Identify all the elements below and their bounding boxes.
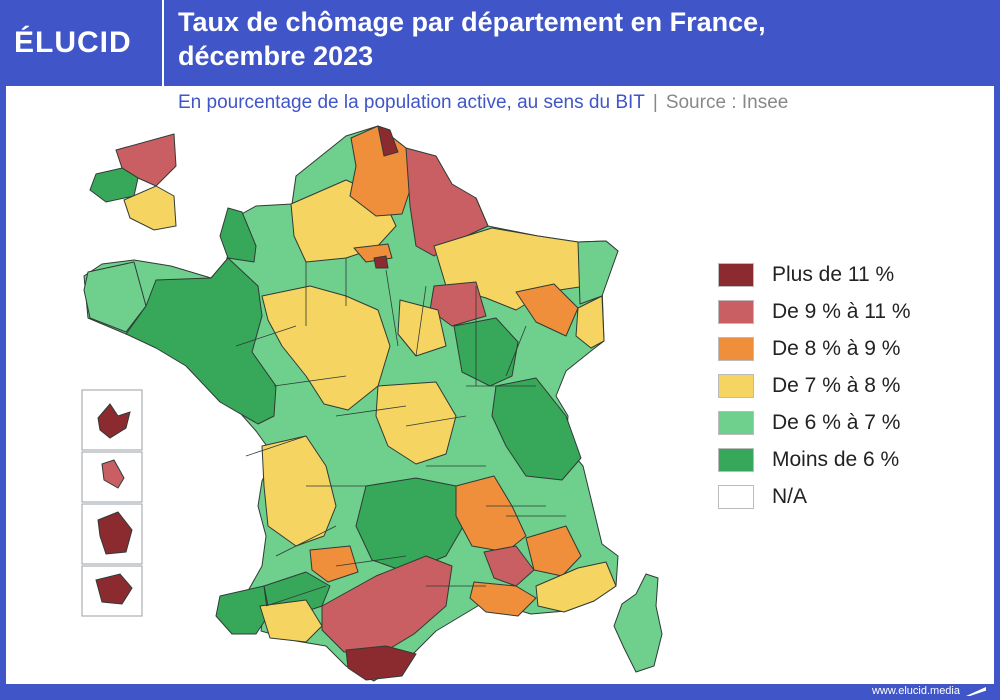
region-languedoc-rose <box>321 555 453 653</box>
corsica <box>613 573 663 673</box>
legend-item: Moins de 6 % <box>718 441 978 478</box>
region-nord-dark <box>377 125 399 157</box>
department-borders <box>235 258 566 607</box>
legend-swatch <box>718 299 754 324</box>
region-vaucluse-rose <box>483 545 535 587</box>
region-pyrenees-dark <box>215 585 269 635</box>
legend-swatch <box>718 373 754 398</box>
legend-item: Plus de 11 % <box>718 256 978 293</box>
legend-label: Plus de 11 % <box>772 262 895 286</box>
region-drome-orange <box>455 475 527 553</box>
region-hautegaronne-yellow <box>259 599 323 643</box>
legend-item: De 8 % à 9 % <box>718 330 978 367</box>
region-alpes-dark <box>491 377 582 481</box>
region-93 <box>373 255 389 269</box>
region-finistere <box>83 261 147 333</box>
normandie-inset <box>89 133 177 231</box>
subtitle: En pourcentage de la population active, … <box>178 92 788 114</box>
martinique <box>101 459 125 489</box>
subtitle-separator: | <box>652 92 658 113</box>
footer-url[interactable]: www.elucid.media <box>871 685 960 697</box>
legend-item: N/A <box>718 478 978 515</box>
region-bourgogne-dark <box>453 317 519 387</box>
region-po-dark <box>345 645 417 681</box>
page-title: Taux de chômage par département en Franc… <box>178 5 988 73</box>
region-vosges-orange <box>515 283 579 337</box>
region-bdr-orange <box>469 581 537 617</box>
region-auvergne-yellow <box>375 381 457 465</box>
region-poitou-yellow <box>261 435 337 547</box>
footer: www.elucid.media <box>0 684 1000 700</box>
legend-label: De 8 % à 9 % <box>772 336 901 360</box>
region-yonne-yellow <box>397 299 447 357</box>
header: ÉLUCID Taux de chômage par département e… <box>0 0 1000 86</box>
guyane <box>97 511 133 555</box>
legend-label: N/A <box>772 484 808 508</box>
region-hautrhin-yellow <box>575 295 605 349</box>
legend: Plus de 11 % De 9 % à 11 % De 8 % à 9 % … <box>718 256 978 515</box>
reunion <box>95 573 133 605</box>
region-ardennes-rose <box>405 147 489 257</box>
elucid-mark-icon <box>966 687 986 696</box>
region-normandie-west <box>219 207 257 263</box>
map-panel: En pourcentage de la population active, … <box>6 86 994 684</box>
source-label: Source : Insee <box>665 92 789 113</box>
france-map <box>81 125 663 682</box>
region-massif-dark <box>355 477 469 573</box>
legend-label: De 6 % à 7 % <box>772 410 901 434</box>
overseas-insets <box>81 389 143 617</box>
title-line-1: Taux de chômage par département en Franc… <box>178 7 766 37</box>
region-lotgaronne-orange <box>309 545 359 583</box>
region-ahp-orange <box>525 525 582 577</box>
elucid-logo: ÉLUCID <box>14 26 132 59</box>
guadeloupe <box>97 403 131 439</box>
legend-label: De 9 % à 11 % <box>772 299 911 323</box>
legend-swatch <box>718 336 754 361</box>
legend-item: De 6 % à 7 % <box>718 404 978 441</box>
title-line-2: décembre 2023 <box>178 41 374 71</box>
subtitle-text: En pourcentage de la population active, … <box>178 92 645 113</box>
region-west-dark <box>125 257 277 425</box>
legend-item: De 9 % à 11 % <box>718 293 978 330</box>
region-var-yellow <box>535 561 617 613</box>
legend-item: De 7 % à 8 % <box>718 367 978 404</box>
header-divider <box>162 0 164 86</box>
legend-label: De 7 % à 8 % <box>772 373 901 397</box>
legend-swatch <box>718 447 754 472</box>
region-basrhin <box>577 240 619 305</box>
legend-swatch <box>718 484 754 509</box>
region-aube-rose <box>429 281 487 327</box>
legend-swatch <box>718 410 754 435</box>
legend-swatch <box>718 262 754 287</box>
legend-label: Moins de 6 % <box>772 447 900 471</box>
region-centre-yellow <box>261 285 391 411</box>
